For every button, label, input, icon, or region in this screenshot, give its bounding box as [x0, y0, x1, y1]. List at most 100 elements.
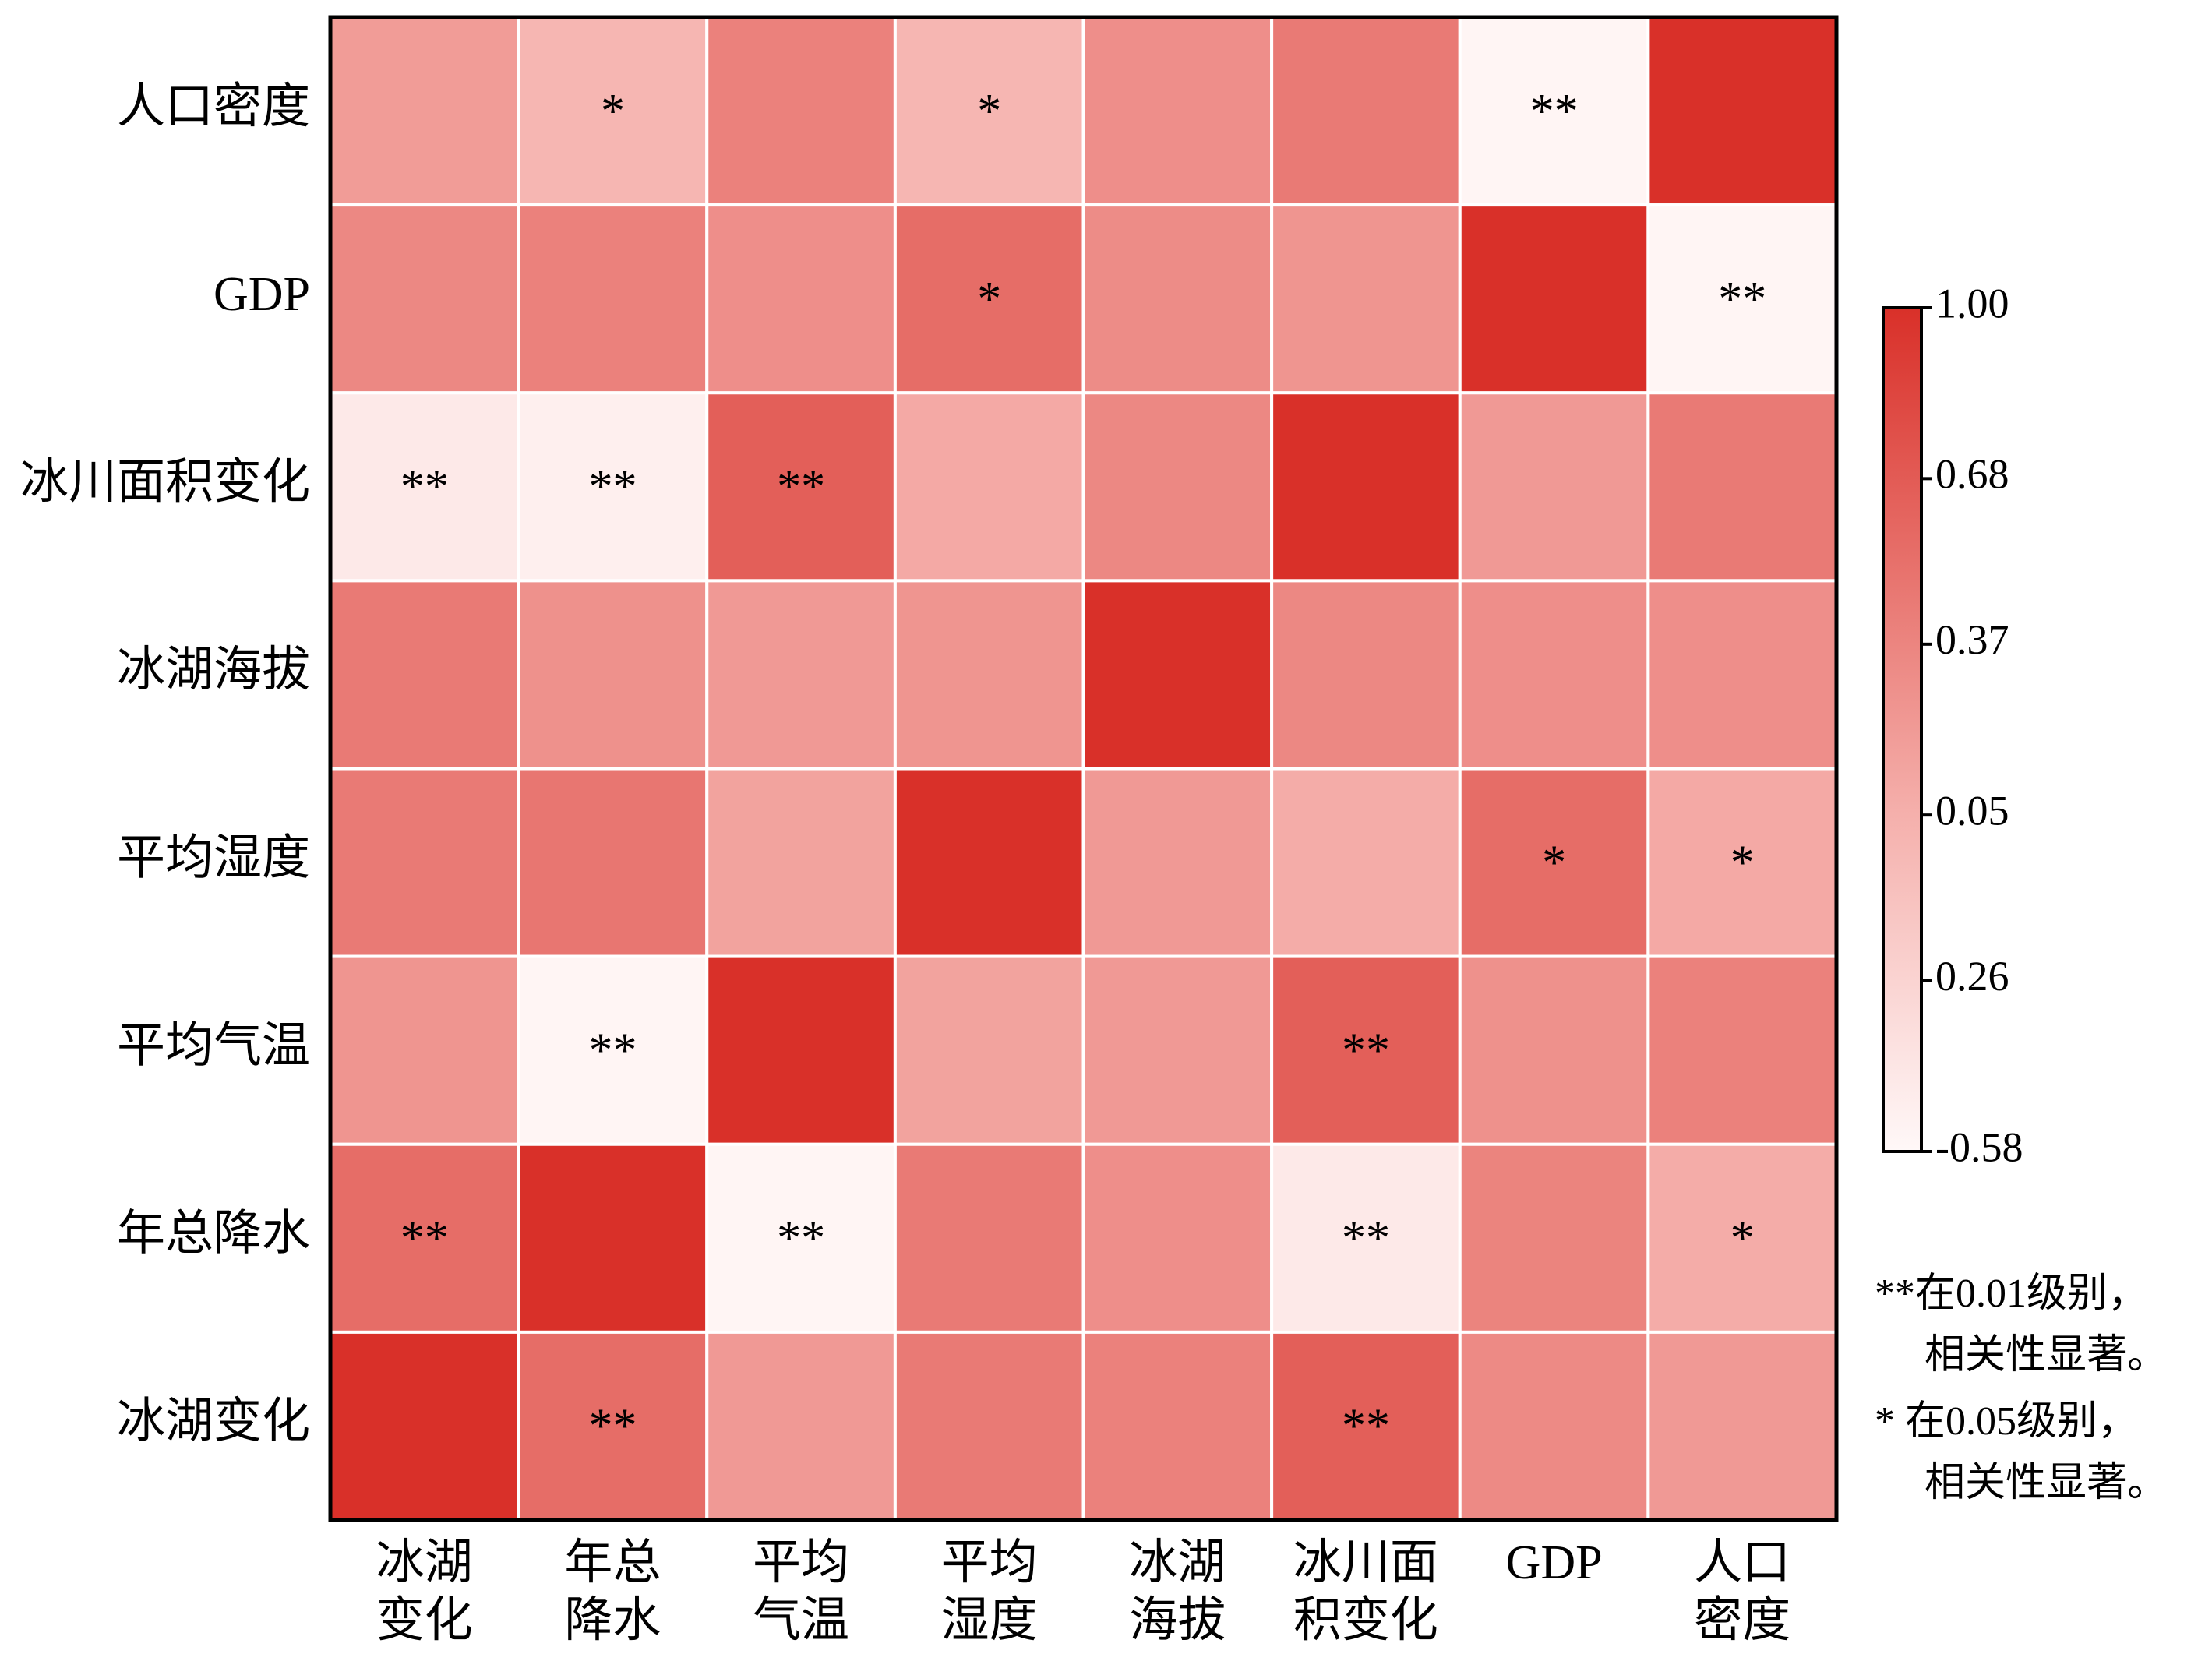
y-tick-label: 平均气温: [117, 1019, 310, 1072]
cell: [1646, 954, 1838, 1146]
y-tick-label: GDP: [213, 268, 310, 321]
x-tick-label: 气温: [753, 1594, 849, 1647]
colorbar: [1882, 306, 1923, 1153]
cell: [1270, 1330, 1462, 1522]
cell: [329, 1330, 520, 1522]
y-tick-label: 人口密度: [117, 80, 310, 133]
y-tick-label: 平均湿度: [117, 831, 310, 884]
cell: [517, 203, 709, 395]
significance-mark: **: [1342, 1212, 1390, 1265]
cell: [705, 579, 897, 771]
x-tick-label: 积变化: [1293, 1594, 1438, 1647]
cell: [893, 767, 1085, 958]
significance-mark: **: [588, 460, 637, 513]
significance-mark: *: [1730, 836, 1755, 889]
significance-mark: **: [400, 460, 449, 513]
y-tick-label: 年总降水: [117, 1208, 310, 1261]
x-tick-label: 湿度: [941, 1594, 1038, 1647]
cell: [1081, 391, 1274, 583]
x-tick-label: 冰湖: [1129, 1536, 1226, 1589]
x-tick-label: 平均: [753, 1536, 849, 1589]
x-tick-label: 降水: [564, 1594, 661, 1647]
cell: [1081, 579, 1274, 771]
x-tick-label: 人口: [1694, 1536, 1790, 1589]
cell: [517, 1142, 709, 1334]
cell: [705, 203, 897, 395]
cell: [1646, 1330, 1838, 1522]
significance-mark: **: [1342, 1024, 1390, 1077]
x-tick-label: 年总: [564, 1536, 661, 1589]
colorbar-tick-label: -0.58: [1935, 1123, 2023, 1170]
x-tick-label: 变化: [376, 1594, 473, 1647]
cell: [705, 767, 897, 958]
cell: [1458, 203, 1650, 395]
cell: [1646, 391, 1838, 583]
cell: [705, 1142, 897, 1334]
x-tick-label: 海拔: [1129, 1594, 1226, 1647]
cell: [1270, 391, 1462, 583]
cell: [1458, 1142, 1650, 1334]
x-tick-label: 冰川面: [1293, 1536, 1438, 1589]
colorbar-tick-label: 0.26: [1935, 953, 2009, 1000]
cell: [329, 954, 520, 1146]
significance-mark: **: [1530, 85, 1579, 138]
cell: [1458, 579, 1650, 771]
significance-mark: **: [588, 1400, 637, 1453]
colorbar-tick-label: 0.68: [1935, 451, 2009, 498]
cell: [329, 203, 520, 395]
x-tick-label: 密度: [1694, 1594, 1790, 1647]
cell: [517, 1330, 709, 1522]
y-tick-label: 冰湖变化: [117, 1395, 310, 1448]
cell: [1270, 16, 1462, 207]
significance-mark: *: [601, 85, 625, 138]
cell: [893, 579, 1085, 771]
note: * 在0.05级别，: [1875, 1399, 2138, 1444]
colorbar-tick-label: 0.37: [1935, 616, 2009, 663]
cell: [705, 1330, 897, 1522]
cell: [329, 16, 520, 207]
cell: [1458, 954, 1650, 1146]
note: 相关性显著。: [1924, 1333, 2168, 1377]
cell: [1081, 16, 1274, 207]
cell: [1081, 767, 1274, 958]
significance-mark: **: [777, 460, 825, 513]
cell: [1458, 391, 1650, 583]
significance-mark: *: [1542, 836, 1566, 889]
cell: [893, 1142, 1085, 1334]
significance-mark: *: [977, 273, 1001, 326]
cell: [1646, 1142, 1838, 1334]
significance-mark: *: [1730, 1212, 1755, 1265]
significance-mark: **: [1718, 273, 1766, 326]
colorbar-tick-label: 1.00: [1935, 280, 2009, 326]
y-tick-label: 冰湖海拔: [117, 644, 310, 697]
x-tick-label: 冰湖: [376, 1536, 473, 1589]
cell: [893, 1330, 1085, 1522]
cell: [329, 767, 520, 958]
cell: [893, 16, 1085, 207]
significance-mark: **: [777, 1212, 825, 1265]
cell: [517, 16, 709, 207]
note: **在0.01级别，: [1875, 1271, 2148, 1316]
cell: [893, 954, 1085, 1146]
cell: [1646, 16, 1838, 207]
plot-frame: [328, 15, 1839, 1522]
significance-mark: **: [588, 1024, 637, 1077]
cell: [517, 767, 709, 958]
note: 相关性显著。: [1924, 1461, 2168, 1505]
cell: [705, 954, 897, 1146]
y-tick-label: 冰川面积变化: [20, 456, 310, 509]
cell: [1081, 1142, 1274, 1334]
cell: [705, 391, 897, 583]
cell: [1270, 203, 1462, 395]
cell: [1646, 767, 1838, 958]
cell: [1646, 579, 1838, 771]
cell: [1270, 954, 1462, 1146]
cell: [705, 16, 897, 207]
cell: [1081, 1330, 1274, 1522]
cell: [1458, 1330, 1650, 1522]
x-tick-label: GDP: [1506, 1536, 1603, 1589]
cell: [1081, 203, 1274, 395]
cell: [893, 391, 1085, 583]
significance-mark: *: [977, 85, 1001, 138]
